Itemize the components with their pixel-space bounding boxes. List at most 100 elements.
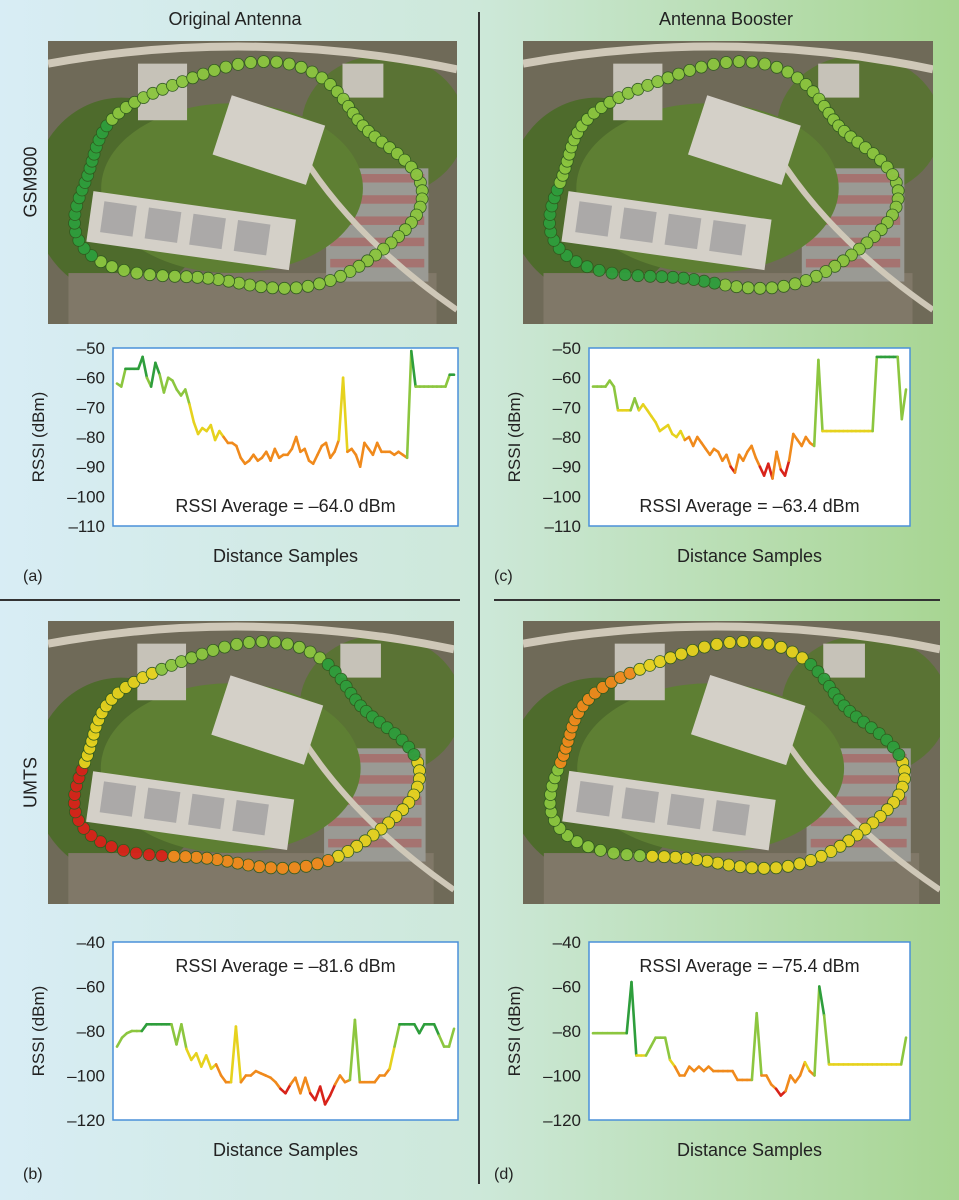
rssi-line-segment [741, 450, 749, 462]
vertical-divider [478, 12, 480, 1184]
rssi-line-segment [668, 1058, 677, 1068]
rssi-line-segment [348, 1018, 357, 1082]
coverage-sample-marker [196, 67, 210, 81]
rssi-line-segment [303, 1076, 312, 1095]
y-tick-label: –80 [77, 1022, 105, 1041]
coverage-sample-marker [315, 71, 329, 85]
coverage-sample-marker [700, 854, 714, 868]
coverage-sample-marker [105, 840, 118, 854]
rssi-line-segment [783, 459, 791, 477]
rssi-line-segment [213, 429, 221, 442]
coverage-sample-marker [230, 637, 244, 651]
plot-area [588, 347, 911, 527]
coverage-sample-marker [785, 645, 799, 659]
coverage-sample-marker [252, 860, 266, 874]
y-axis-label: RSSI (dBm) [29, 392, 48, 483]
rssi-line-segment [313, 1085, 322, 1102]
y-tick-label: –110 [68, 517, 105, 536]
rssi-line-segment [817, 985, 826, 1017]
y-tick-label: –60 [77, 369, 105, 388]
rssi-line-segment [333, 1074, 342, 1086]
coverage-sample-marker [730, 280, 743, 294]
coverage-sample-marker [180, 270, 193, 284]
rssi-line-segment [383, 1067, 391, 1077]
rssi-line-segment [899, 1036, 908, 1066]
y-tick-label: –50 [553, 339, 581, 358]
rssi-line-segment [787, 432, 795, 462]
rssi-line-segment [900, 388, 908, 421]
rssi-line-segment [337, 376, 345, 442]
coverage-sample-marker [757, 861, 771, 875]
y-tick-label: –80 [553, 428, 581, 447]
coverage-sample-marker [718, 278, 732, 292]
rssi-line-segment [388, 1045, 396, 1071]
rssi-line-segment [375, 441, 383, 454]
y-tick-label: –120 [543, 1111, 581, 1130]
coverage-sample-marker [207, 63, 221, 77]
coverage-sample-marker [277, 281, 291, 295]
y-tick-label: –100 [543, 487, 581, 506]
coverage-sample-marker [679, 851, 693, 865]
coverage-sample-marker [168, 269, 182, 283]
plot-area [112, 941, 459, 1121]
coverage-sample-marker [189, 850, 203, 864]
coverage-sample-marker [569, 255, 583, 269]
coverage-sample-marker [242, 636, 256, 649]
coverage-sample-marker [719, 56, 733, 69]
coverage-sample-marker [711, 856, 725, 870]
rssi-line-segment [294, 1076, 302, 1095]
rssi-line-segment [629, 397, 636, 412]
rssi-line-segment [447, 1027, 456, 1048]
coverage-sample-marker [264, 861, 278, 875]
rssi-line-segment [162, 376, 170, 394]
rssi-line-segment [284, 1083, 292, 1095]
coverage-map-umts-booster [523, 621, 940, 904]
panel-letter-a: (a) [23, 568, 43, 585]
column-header-booster: Antenna Booster [658, 9, 794, 29]
rssi-line-segment [784, 1074, 792, 1093]
rssi-line-segment [822, 1014, 831, 1066]
rssi-line-segment [274, 1080, 282, 1091]
coverage-sample-marker [722, 858, 736, 872]
rssi-line-segment [149, 361, 157, 388]
rssi-line-segment [219, 1074, 228, 1084]
coverage-sample-marker [294, 60, 308, 74]
rssi-line-segment [793, 1074, 802, 1084]
rssi-line-segment [798, 1060, 807, 1077]
coverage-sample-marker [765, 281, 779, 295]
coverage-sample-marker [753, 281, 767, 295]
rssi-line-segment [316, 444, 324, 457]
rssi-line-segment [333, 438, 341, 454]
coverage-sample-marker [288, 861, 301, 875]
rssi-line-segment [158, 373, 166, 394]
coverage-sample-marker [736, 635, 750, 649]
coverage-sample-marker [321, 854, 335, 867]
rssi-line-segment [175, 1023, 183, 1046]
coverage-sample-marker [312, 277, 326, 291]
coverage-sample-marker [769, 861, 783, 875]
coverage-sample-marker [892, 748, 906, 762]
coverage-sample-marker [683, 63, 697, 77]
coverage-sample-marker [723, 636, 737, 649]
coverage-sample-marker [694, 60, 708, 74]
rssi-line-segment [765, 1074, 773, 1086]
coverage-map-gsm900-booster [523, 41, 933, 324]
rssi-line-segment [200, 1054, 208, 1068]
horizontal-divider-right [494, 599, 940, 601]
coverage-sample-marker [793, 857, 807, 871]
coverage-sample-marker [156, 269, 169, 283]
rssi-line-segment [417, 1023, 426, 1035]
x-axis-label: Distance Samples [677, 1140, 822, 1160]
rssi-line-segment [141, 355, 149, 380]
horizontal-divider-left [0, 599, 460, 601]
coverage-sample-marker [581, 840, 595, 854]
coverage-map-umts-original [48, 621, 454, 904]
coverage-sample-marker [218, 640, 232, 654]
coverage-sample-marker [795, 651, 809, 665]
rssi-line-segment [691, 435, 699, 448]
coverage-sample-marker [313, 651, 327, 665]
panel-letter-b: (b) [23, 1166, 43, 1183]
rssi-line-segment [896, 355, 904, 421]
rssi-line-segment [683, 1065, 691, 1077]
rssi-line-segment [294, 435, 302, 454]
